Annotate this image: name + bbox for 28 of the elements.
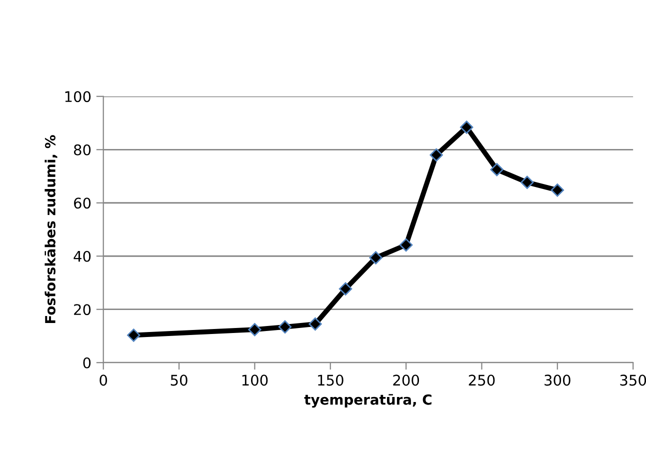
point (369, 251, 382, 264)
point (399, 238, 413, 252)
y-tick-label: 0 (83, 357, 91, 368)
point (460, 120, 474, 134)
point (520, 176, 534, 189)
point (308, 317, 322, 331)
point (127, 328, 140, 342)
point (278, 320, 292, 334)
x-axis-title: tyemperatūra, C (304, 394, 432, 408)
y-tick-label: 100 (65, 91, 91, 102)
x-tick-label: 150 (318, 374, 344, 386)
x-tick-label: 200 (393, 374, 420, 386)
y-tick-label: 80 (74, 144, 91, 156)
x-tick-label: 100 (242, 374, 268, 386)
point (430, 148, 443, 162)
point (338, 282, 352, 296)
y-tick-label: 60 (74, 198, 91, 209)
x-tick-label: 0 (100, 374, 108, 386)
point (550, 184, 564, 197)
point (490, 163, 504, 176)
y-tick-label: 40 (74, 250, 91, 262)
y-tick-label: 20 (74, 304, 91, 316)
x-tick-label: 300 (544, 374, 570, 386)
y-axis-title: Fosforskābes zudumi, % (44, 135, 58, 324)
point (248, 323, 262, 336)
x-tick-label: 250 (468, 374, 495, 386)
x-tick-label: 350 (620, 374, 646, 386)
x-tick-label: 50 (170, 374, 188, 386)
